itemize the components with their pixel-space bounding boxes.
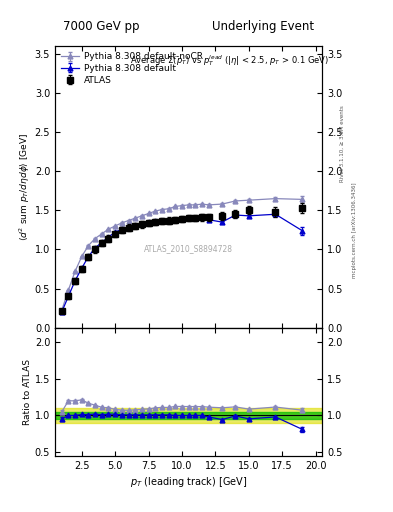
Text: 7000 GeV pp: 7000 GeV pp xyxy=(63,20,140,33)
X-axis label: $p_T$ (leading track) [GeV]: $p_T$ (leading track) [GeV] xyxy=(130,475,247,489)
Legend: Pythia 8.308 default-noCR, Pythia 8.308 default, ATLAS: Pythia 8.308 default-noCR, Pythia 8.308 … xyxy=(59,51,205,87)
Text: mcplots.cern.ch [arXiv:1306.3436]: mcplots.cern.ch [arXiv:1306.3436] xyxy=(352,183,357,278)
Text: Underlying Event: Underlying Event xyxy=(212,20,314,33)
Bar xyxy=(55,408,322,423)
Bar xyxy=(55,412,322,419)
Y-axis label: Ratio to ATLAS: Ratio to ATLAS xyxy=(23,359,32,424)
Text: Average $\Sigma(p_T)$ vs $p_T^{lead}$ ($|\eta|$ < 2.5, $p_T$ > 0.1 GeV): Average $\Sigma(p_T)$ vs $p_T^{lead}$ ($… xyxy=(130,53,329,68)
Y-axis label: $\langle d^2$ sum $p_T/d\eta d\phi\rangle$ [GeV]: $\langle d^2$ sum $p_T/d\eta d\phi\rangl… xyxy=(17,133,32,241)
Text: Rivet 3.1.10, ≥ 3.5M events: Rivet 3.1.10, ≥ 3.5M events xyxy=(340,105,345,182)
Text: ATLAS_2010_S8894728: ATLAS_2010_S8894728 xyxy=(144,244,233,253)
